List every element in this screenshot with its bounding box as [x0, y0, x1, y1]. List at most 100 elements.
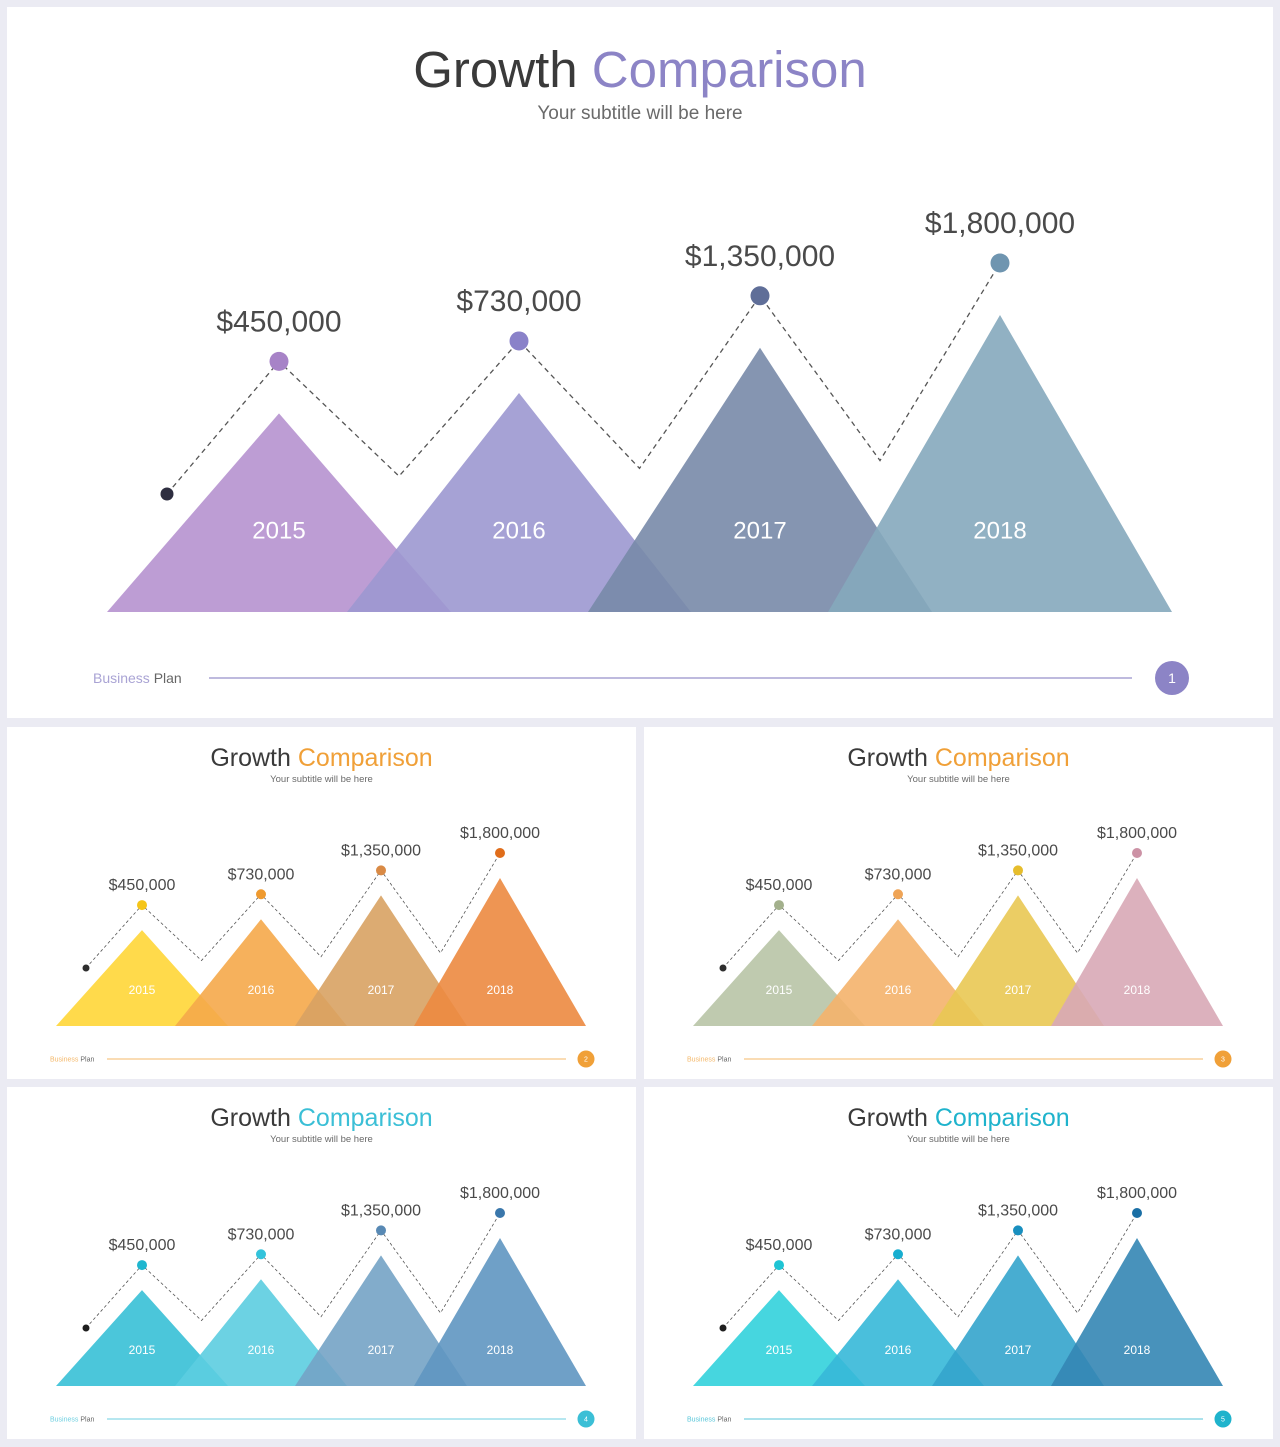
page-number: 3 [1221, 1056, 1225, 1063]
slide-subtitle: Your subtitle will be here [270, 1134, 373, 1145]
dashed-trend-line [722, 1212, 1138, 1329]
slide-subtitle: Your subtitle will be here [907, 774, 1010, 785]
value-dot-2018 [1132, 848, 1142, 858]
value-dot-2017 [750, 286, 770, 306]
value-label-2016: $730,000 [228, 866, 295, 883]
slide-3[interactable]: Growth Comparison Your subtitle will be h… [644, 727, 1273, 1079]
triangle-2016 [812, 1279, 984, 1386]
start-point [719, 964, 727, 972]
year-label-2017: 2017 [368, 983, 395, 997]
value-dot-2015 [774, 1260, 784, 1271]
footer-dark: Plan [78, 1416, 94, 1423]
value-dot-2018 [495, 848, 505, 858]
title-accent: Comparison [291, 1104, 433, 1132]
triangle-2015 [56, 1290, 228, 1386]
year-label-2018: 2018 [487, 983, 514, 997]
value-label-2015: $450,000 [746, 1237, 813, 1254]
value-label-2015: $450,000 [109, 1237, 176, 1254]
value-dot-2016 [256, 1249, 266, 1260]
value-dot-2016 [893, 889, 903, 900]
value-label-2016: $730,000 [456, 285, 581, 318]
dashed-trend-line [722, 852, 1138, 969]
value-label-2017: $1,350,000 [341, 1202, 421, 1219]
value-dot-2018 [1132, 1208, 1142, 1218]
footer-label: Business Plan [50, 1056, 94, 1063]
page-number-badge [1155, 661, 1189, 695]
footer-light: Business [50, 1416, 79, 1423]
chart-svg: Growth Comparison Your subtitle will be h… [93, 41, 1189, 695]
triangle-2015 [56, 930, 228, 1026]
year-label-2015: 2015 [252, 517, 305, 544]
value-label-2015: $450,000 [746, 877, 813, 894]
value-label-2016: $730,000 [865, 1226, 932, 1243]
title-main: Growth [847, 744, 928, 772]
value-label-2015: $450,000 [216, 305, 341, 338]
triangle-2018 [828, 315, 1172, 612]
triangle-2015 [107, 413, 451, 612]
footer-dark: Plan [150, 670, 182, 686]
value-label-2018: $1,800,000 [460, 1185, 540, 1202]
dashed-trend-line [85, 1212, 501, 1329]
footer-label: Business Plan [687, 1056, 731, 1063]
dashed-trend-line [85, 852, 501, 969]
start-point [160, 487, 174, 501]
slide-title: Growth Comparison [413, 41, 867, 98]
chart-svg: Growth Comparison Your subtitle will be h… [687, 1104, 1232, 1428]
slide-1[interactable]: Growth Comparison Your subtitle will be h… [7, 7, 1273, 718]
title-main: Growth [210, 744, 291, 772]
slide-subtitle: Your subtitle will be here [270, 774, 373, 785]
chart-svg: Growth Comparison Your subtitle will be h… [687, 744, 1232, 1068]
year-label-2018: 2018 [487, 1343, 514, 1357]
title-accent: Comparison [928, 744, 1070, 772]
page-number-badge [577, 1050, 595, 1068]
value-dot-2017 [1013, 865, 1023, 876]
value-label-2017: $1,350,000 [685, 240, 835, 273]
year-label-2015: 2015 [129, 1343, 156, 1357]
triangle-2016 [175, 1279, 347, 1386]
triangle-2018 [414, 1238, 586, 1386]
value-dot-2016 [256, 889, 266, 900]
slide-subtitle: Your subtitle will be here [537, 103, 742, 124]
year-label-2016: 2016 [248, 983, 275, 997]
year-label-2017: 2017 [1005, 1343, 1032, 1357]
year-label-2018: 2018 [1124, 1343, 1151, 1357]
triangle-2018 [414, 878, 586, 1026]
year-label-2015: 2015 [129, 983, 156, 997]
value-label-2016: $730,000 [865, 866, 932, 883]
footer-label: Business Plan [50, 1416, 94, 1423]
page-number-badge [1214, 1410, 1232, 1428]
triangle-2017 [295, 895, 467, 1026]
value-label-2018: $1,800,000 [1097, 1185, 1177, 1202]
value-label-2018: $1,800,000 [1097, 825, 1177, 842]
footer-label: Business Plan [93, 670, 182, 686]
slide-2[interactable]: Growth Comparison Your subtitle will be h… [7, 727, 636, 1079]
start-point [82, 1324, 90, 1332]
value-dot-2015 [774, 900, 784, 911]
value-dot-2017 [376, 865, 386, 876]
footer-dark: Plan [715, 1056, 731, 1063]
year-label-2015: 2015 [766, 983, 793, 997]
slide-5[interactable]: Growth Comparison Your subtitle will be h… [644, 1087, 1273, 1439]
value-dot-2017 [376, 1225, 386, 1236]
year-label-2017: 2017 [1005, 983, 1032, 997]
value-label-2018: $1,800,000 [925, 207, 1075, 240]
slide-subtitle: Your subtitle will be here [907, 1134, 1010, 1145]
slide-4[interactable]: Growth Comparison Your subtitle will be h… [7, 1087, 636, 1439]
triangle-2016 [175, 919, 347, 1026]
footer-dark: Plan [715, 1416, 731, 1423]
triangle-2015 [693, 930, 865, 1026]
page-number: 5 [1221, 1416, 1225, 1423]
year-label-2016: 2016 [885, 1343, 912, 1357]
start-point [719, 1324, 727, 1332]
value-dot-2016 [509, 331, 529, 351]
value-dot-2015 [269, 351, 289, 371]
year-label-2015: 2015 [766, 1343, 793, 1357]
triangle-2018 [1051, 1238, 1223, 1386]
triangle-2017 [932, 895, 1104, 1026]
chart-svg: Growth Comparison Your subtitle will be h… [50, 744, 595, 1068]
footer-label: Business Plan [687, 1416, 731, 1423]
title-accent: Comparison [578, 41, 867, 98]
title-main: Growth [210, 1104, 291, 1132]
triangle-2016 [347, 392, 691, 612]
value-label-2018: $1,800,000 [460, 825, 540, 842]
